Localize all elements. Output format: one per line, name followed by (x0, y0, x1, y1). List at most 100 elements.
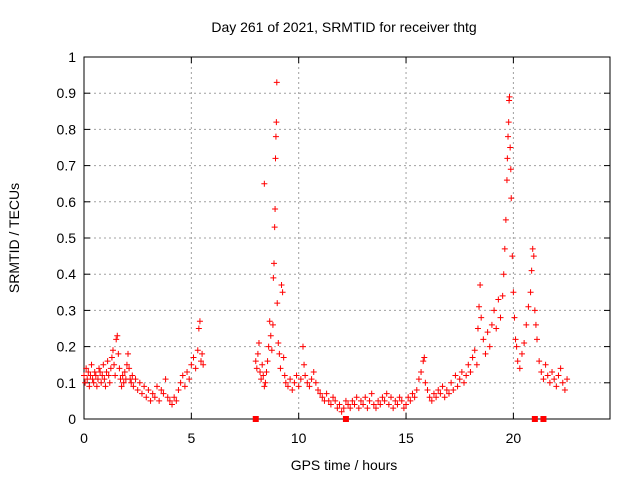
data-point (308, 376, 315, 383)
data-point (199, 350, 206, 357)
data-point (474, 325, 481, 332)
data-point (428, 397, 435, 404)
data-point (275, 339, 282, 346)
data-point (525, 303, 532, 310)
data-point (469, 354, 476, 361)
data-point (409, 390, 416, 397)
data-point (507, 166, 514, 173)
data-point (390, 405, 397, 412)
data-point (362, 394, 369, 401)
data-point (463, 372, 470, 379)
data-point (186, 376, 193, 383)
data-point (86, 383, 93, 390)
data-point (257, 368, 264, 375)
data-point (415, 376, 422, 383)
data-point (505, 119, 512, 126)
data-point (325, 397, 332, 404)
data-point (134, 387, 141, 394)
data-point (351, 401, 358, 408)
data-point (281, 372, 288, 379)
data-point (192, 365, 199, 372)
data-point (96, 365, 103, 372)
data-point (111, 361, 118, 368)
data-point (504, 155, 511, 162)
data-point (502, 216, 509, 223)
data-point (113, 336, 120, 343)
data-point (271, 224, 278, 231)
data-point (156, 397, 163, 404)
grid-lines (84, 57, 610, 419)
data-point (108, 354, 115, 361)
y-tick-label: 0.5 (57, 230, 77, 246)
data-point (559, 379, 566, 386)
data-point (310, 368, 317, 375)
data-point (128, 379, 135, 386)
data-point (132, 376, 139, 383)
data-point (301, 361, 308, 368)
data-point (372, 405, 379, 412)
data-point (315, 387, 322, 394)
data-point (532, 321, 539, 328)
data-point (540, 376, 547, 383)
data-point (85, 368, 92, 375)
data-point (260, 372, 267, 379)
data-point (92, 372, 99, 379)
data-point (129, 372, 136, 379)
data-point (418, 368, 425, 375)
data-point (495, 296, 502, 303)
data-point (266, 318, 273, 325)
data-point (104, 358, 111, 365)
data-point (261, 180, 268, 187)
data-point (336, 401, 343, 408)
data-point (394, 401, 401, 408)
data-point (121, 368, 128, 375)
data-point (467, 368, 474, 375)
data-point (306, 383, 313, 390)
data-point (497, 314, 504, 321)
y-tick-label: 0.7 (57, 158, 77, 174)
data-point (551, 376, 558, 383)
data-point (179, 372, 186, 379)
data-point (270, 274, 277, 281)
data-points (81, 79, 571, 415)
data-point (327, 401, 334, 408)
data-point (271, 260, 278, 267)
data-point (510, 289, 517, 296)
tick-labels: 00.10.20.30.40.50.60.70.80.910 5 10 15 20 (57, 49, 522, 446)
data-point (546, 379, 553, 386)
data-point (263, 368, 270, 375)
data-point (450, 387, 457, 394)
data-point (521, 339, 528, 346)
y-axis-label: SRMTID / TECUs (6, 183, 22, 293)
data-point (149, 390, 156, 397)
data-point (458, 368, 465, 375)
data-point (499, 292, 506, 299)
data-point (265, 343, 272, 350)
data-point (435, 387, 442, 394)
data-point (439, 383, 446, 390)
data-point (476, 303, 483, 310)
data-point (101, 376, 108, 383)
data-point (123, 361, 130, 368)
y-tick-label: 0.1 (57, 375, 77, 391)
data-point (114, 332, 121, 339)
data-point (261, 383, 268, 390)
data-point (381, 397, 388, 404)
data-point (162, 376, 169, 383)
data-point (112, 372, 119, 379)
data-point (478, 314, 485, 321)
data-point (360, 401, 367, 408)
data-point (364, 405, 371, 412)
data-point (116, 365, 123, 372)
data-point (166, 397, 173, 404)
data-point (388, 394, 395, 401)
data-point (175, 387, 182, 394)
data-point (273, 79, 280, 86)
data-point (424, 387, 431, 394)
data-point (277, 365, 284, 372)
data-point (465, 361, 472, 368)
axis-marks (252, 416, 547, 422)
data-point (88, 361, 95, 368)
data-point (377, 401, 384, 408)
data-point (538, 368, 545, 375)
